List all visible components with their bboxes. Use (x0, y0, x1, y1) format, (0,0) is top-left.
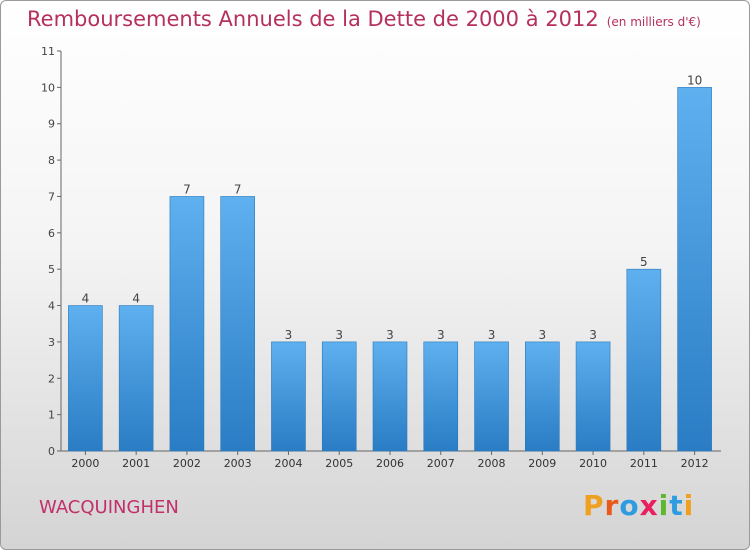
commune-name: WACQUINGHEN (39, 497, 179, 518)
y-tick-label: 10 (41, 81, 55, 94)
logo-letter: i (683, 489, 695, 522)
data-label: 4 (82, 292, 90, 306)
logo-letter: r (604, 489, 620, 522)
bars (68, 87, 712, 452)
proxiti-logo: Proxiti (583, 489, 694, 522)
title-text: Remboursements Annuels de la Dette de 20… (27, 7, 599, 31)
x-tick-label: 2008 (478, 457, 506, 470)
bar (677, 87, 712, 452)
data-label: 7 (234, 182, 242, 196)
x-tick-label: 2006 (376, 457, 404, 470)
y-tick-label: 3 (48, 336, 55, 349)
bar (68, 305, 103, 452)
chart-title: Remboursements Annuels de la Dette de 20… (27, 7, 701, 31)
logo-letter: t (669, 489, 684, 522)
data-label: 3 (335, 328, 343, 342)
x-tick-label: 2000 (71, 457, 99, 470)
bar (525, 341, 560, 452)
logo-letter: o (619, 489, 640, 522)
unit-note: (en milliers d'€) (606, 15, 701, 29)
data-label: 3 (488, 328, 496, 342)
y-tick-label: 11 (41, 45, 55, 58)
y-tick-label: 9 (48, 118, 55, 131)
bar (474, 341, 509, 452)
x-tick-label: 2012 (681, 457, 709, 470)
y-tick-label: 6 (48, 227, 55, 240)
y-tick-label: 7 (48, 190, 55, 203)
data-labels: 4 4 7 7 3 3 3 3 3 3 3 5 10 (82, 73, 703, 342)
x-tick-label: 2004 (274, 457, 302, 470)
logo-letter: i (658, 489, 670, 522)
bar (321, 341, 357, 452)
bar (169, 196, 205, 452)
x-tick-label: 2002 (173, 457, 201, 470)
bar (220, 196, 255, 452)
data-label: 3 (538, 328, 546, 342)
x-tick-label: 2009 (528, 457, 556, 470)
x-tick-label: 2003 (224, 457, 252, 470)
x-tick-label: 2011 (630, 457, 658, 470)
x-tick-label: 2010 (579, 457, 607, 470)
y-tick-label: 2 (48, 372, 55, 385)
y-tick-label: 1 (48, 409, 55, 422)
bar (372, 341, 408, 452)
data-label: 5 (640, 255, 648, 269)
y-tick-label: 5 (48, 263, 55, 276)
data-label: 10 (687, 73, 702, 87)
logo-letter: P (583, 489, 605, 522)
data-label: 3 (437, 328, 445, 342)
logo-letter: x (639, 489, 659, 522)
data-label: 3 (386, 328, 394, 342)
bar (423, 341, 459, 452)
ticks: 0 1 2 3 4 5 6 7 8 9 10 11 2000 2001 2002 2003 2004 2005 20… (41, 45, 709, 470)
y-tick-label: 4 (48, 300, 55, 313)
x-tick-label: 2005 (325, 457, 353, 470)
data-label: 3 (285, 328, 293, 342)
y-tick-label: 0 (48, 445, 55, 458)
x-tick-label: 2001 (122, 457, 150, 470)
x-tick-label: 2007 (427, 457, 455, 470)
data-label: 4 (132, 292, 140, 306)
bar (118, 305, 154, 452)
bar (626, 268, 662, 452)
y-tick-label: 8 (48, 154, 55, 167)
data-label: 7 (183, 182, 191, 196)
bar (575, 341, 611, 452)
data-label: 3 (589, 328, 597, 342)
bar (271, 341, 306, 452)
